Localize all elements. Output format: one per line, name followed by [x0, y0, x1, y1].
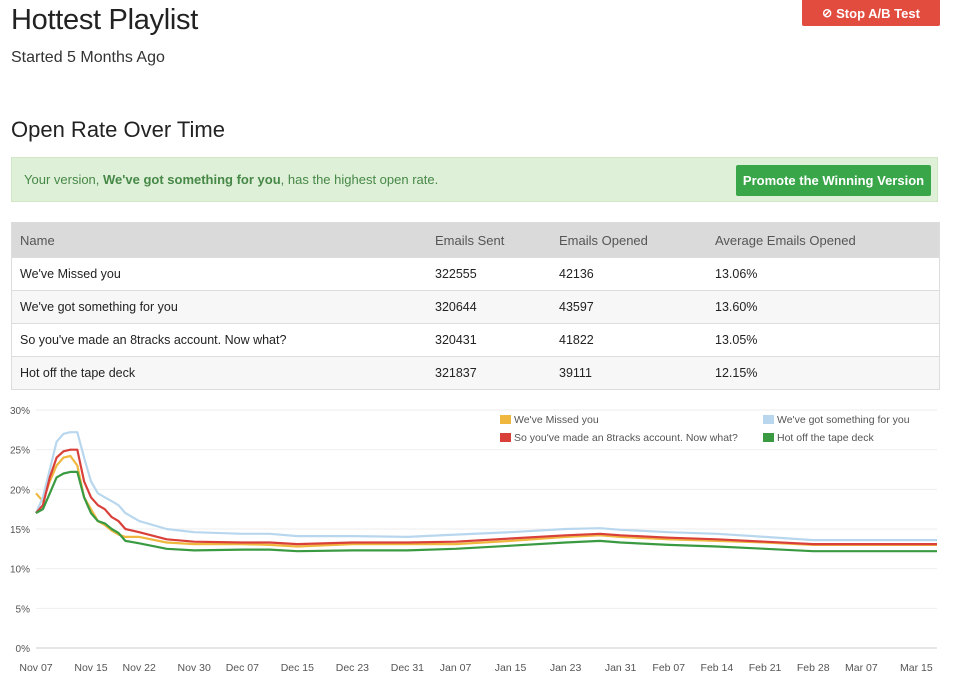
legend-label: Hot off the tape deck [777, 432, 874, 444]
legend-swatch [500, 433, 511, 442]
table-row: We've Missed you 322555 42136 13.06% [11, 257, 940, 291]
legend-label: So you've made an 8tracks account. Now w… [514, 432, 738, 444]
alert-message: Your version, We've got something for yo… [24, 172, 438, 187]
series-line-1 [35, 454, 937, 548]
cell-name: We've Missed you [11, 257, 427, 291]
legend-swatch [763, 415, 774, 424]
x-tick-label: Feb 14 [701, 662, 734, 674]
y-tick-label: 25% [10, 446, 30, 457]
x-tick-label: Nov 15 [74, 662, 107, 674]
page-subtitle: Started 5 Months Ago [11, 49, 165, 66]
y-tick-label: 15% [10, 525, 30, 536]
table-row: We've got something for you 320644 43597… [11, 290, 940, 324]
winner-alert: Your version, We've got something for yo… [11, 157, 938, 202]
x-tick-label: Jan 15 [495, 662, 527, 674]
cell-name: We've got something for you [11, 290, 427, 324]
page-title: Hottest Playlist [11, 4, 198, 36]
cell-emails-opened: 43597 [551, 290, 707, 324]
cell-emails-opened: 41822 [551, 323, 707, 357]
cell-emails-opened: 39111 [551, 356, 707, 390]
cell-name: Hot off the tape deck [11, 356, 427, 390]
legend-label: We've got something for you [777, 414, 910, 426]
y-tick-label: 30% [10, 406, 30, 417]
cell-average: 13.06% [707, 257, 940, 291]
x-tick-label: Jan 23 [550, 662, 582, 674]
legend-swatch [500, 415, 511, 424]
x-tick-label: Feb 28 [797, 662, 830, 674]
stop-button-label: Stop A/B Test [836, 5, 920, 21]
x-tick-label: Jan 31 [605, 662, 637, 674]
table-header-row: Name Emails Sent Emails Opened Average E… [11, 222, 940, 258]
alert-suffix: , has the highest open rate. [280, 172, 439, 187]
series-line-2 [34, 431, 937, 542]
legend-label: We've Missed you [514, 414, 599, 426]
x-tick-label: Feb 07 [652, 662, 685, 674]
column-header-average[interactable]: Average Emails Opened [707, 222, 940, 258]
stop-icon: ⊘ [822, 6, 833, 20]
y-tick-label: 5% [16, 604, 31, 615]
cell-emails-sent: 321837 [427, 356, 551, 390]
cell-average: 13.60% [707, 290, 940, 324]
x-tick-label: Mar 07 [845, 662, 878, 674]
cell-average: 12.15% [707, 356, 940, 390]
section-title: Open Rate Over Time [11, 117, 225, 142]
series-line-3 [35, 448, 937, 546]
series-line-4 [35, 470, 937, 553]
cell-average: 13.05% [707, 323, 940, 357]
cell-emails-sent: 320431 [427, 323, 551, 357]
table-row: So you've made an 8tracks account. Now w… [11, 323, 940, 357]
y-tick-label: 10% [10, 565, 30, 576]
x-tick-label: Jan 07 [440, 662, 472, 674]
x-tick-label: Nov 22 [123, 662, 156, 674]
column-header-emails-opened[interactable]: Emails Opened [551, 222, 707, 258]
cell-emails-sent: 320644 [427, 290, 551, 324]
x-tick-label: Dec 31 [391, 662, 424, 674]
x-tick-label: Dec 23 [336, 662, 369, 674]
stop-ab-test-button[interactable]: ⊘ Stop A/B Test [802, 0, 940, 26]
cell-emails-opened: 42136 [551, 257, 707, 291]
open-rate-chart: 0% 5% 10% 15% 20% 25% 30% Nov 07 Nov 15 Nov 22 Nov… [10, 406, 937, 674]
alert-winner: We've got something for you [103, 172, 281, 187]
legend-swatch [763, 433, 774, 442]
cell-name: So you've made an 8tracks account. Now w… [11, 323, 427, 357]
x-tick-label: Nov 30 [178, 662, 211, 674]
promote-winning-button[interactable]: Promote the Winning Version [736, 165, 931, 196]
y-tick-label: 0% [16, 644, 31, 655]
x-tick-label: Mar 15 [900, 662, 933, 674]
x-tick-label: Feb 21 [749, 662, 782, 674]
x-tick-label: Nov 07 [19, 662, 52, 674]
x-tick-label: Dec 07 [226, 662, 259, 674]
cell-emails-sent: 322555 [427, 257, 551, 291]
alert-prefix: Your version, [24, 172, 104, 187]
y-tick-label: 20% [10, 485, 30, 496]
x-tick-label: Dec 15 [281, 662, 314, 674]
column-header-emails-sent[interactable]: Emails Sent [427, 222, 551, 258]
results-table: Name Emails Sent Emails Opened Average E… [11, 222, 940, 390]
table-row: Hot off the tape deck 321837 39111 12.15… [11, 356, 940, 390]
column-header-name[interactable]: Name [11, 222, 427, 258]
